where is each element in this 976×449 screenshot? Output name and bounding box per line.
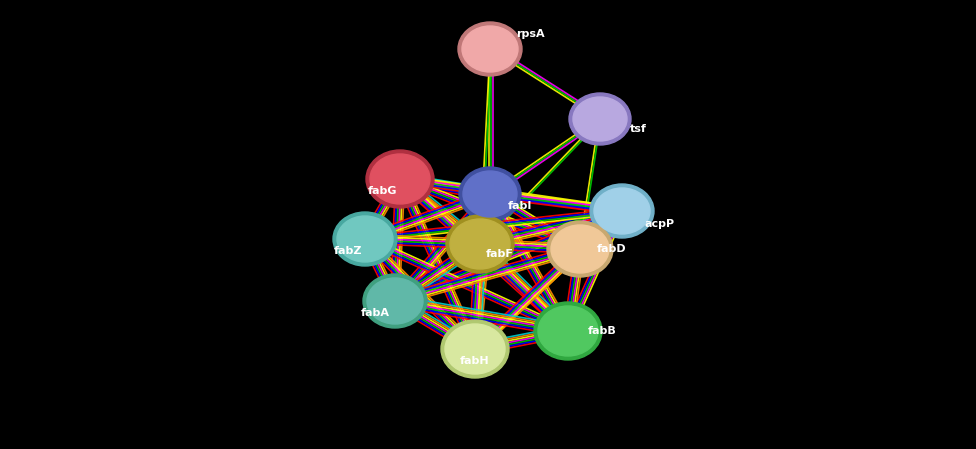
- Text: fabG: fabG: [367, 186, 397, 196]
- Ellipse shape: [534, 302, 602, 360]
- Ellipse shape: [370, 154, 430, 204]
- Ellipse shape: [363, 274, 427, 328]
- Ellipse shape: [458, 22, 522, 76]
- Ellipse shape: [538, 306, 598, 356]
- Ellipse shape: [382, 164, 418, 194]
- Ellipse shape: [450, 219, 510, 269]
- Ellipse shape: [550, 316, 586, 346]
- Text: fabZ: fabZ: [334, 246, 362, 256]
- Ellipse shape: [333, 212, 397, 266]
- Ellipse shape: [473, 35, 507, 63]
- Ellipse shape: [569, 93, 631, 145]
- Ellipse shape: [473, 180, 507, 208]
- Ellipse shape: [445, 324, 505, 374]
- Ellipse shape: [551, 225, 609, 273]
- Ellipse shape: [337, 216, 393, 262]
- Ellipse shape: [457, 334, 493, 364]
- Text: acpP: acpP: [645, 219, 675, 229]
- Text: fabI: fabI: [508, 201, 532, 211]
- Ellipse shape: [590, 184, 654, 238]
- Ellipse shape: [562, 234, 597, 264]
- Ellipse shape: [462, 229, 498, 259]
- Ellipse shape: [594, 188, 650, 234]
- Ellipse shape: [584, 106, 616, 132]
- Text: rpsA: rpsA: [515, 29, 545, 39]
- Text: fabH: fabH: [461, 356, 490, 366]
- Ellipse shape: [459, 167, 521, 221]
- Text: fabB: fabB: [588, 326, 617, 336]
- Ellipse shape: [441, 320, 509, 378]
- Ellipse shape: [463, 171, 517, 217]
- Ellipse shape: [348, 225, 382, 253]
- Text: fabD: fabD: [597, 244, 627, 254]
- Ellipse shape: [573, 97, 627, 141]
- Ellipse shape: [367, 278, 423, 324]
- Ellipse shape: [379, 287, 412, 315]
- Ellipse shape: [605, 197, 639, 225]
- Text: tsf: tsf: [630, 124, 646, 134]
- Ellipse shape: [462, 26, 518, 72]
- Ellipse shape: [446, 215, 514, 273]
- Text: fabF: fabF: [486, 249, 514, 259]
- Ellipse shape: [547, 221, 613, 277]
- Text: fabA: fabA: [360, 308, 389, 318]
- Ellipse shape: [366, 150, 434, 208]
